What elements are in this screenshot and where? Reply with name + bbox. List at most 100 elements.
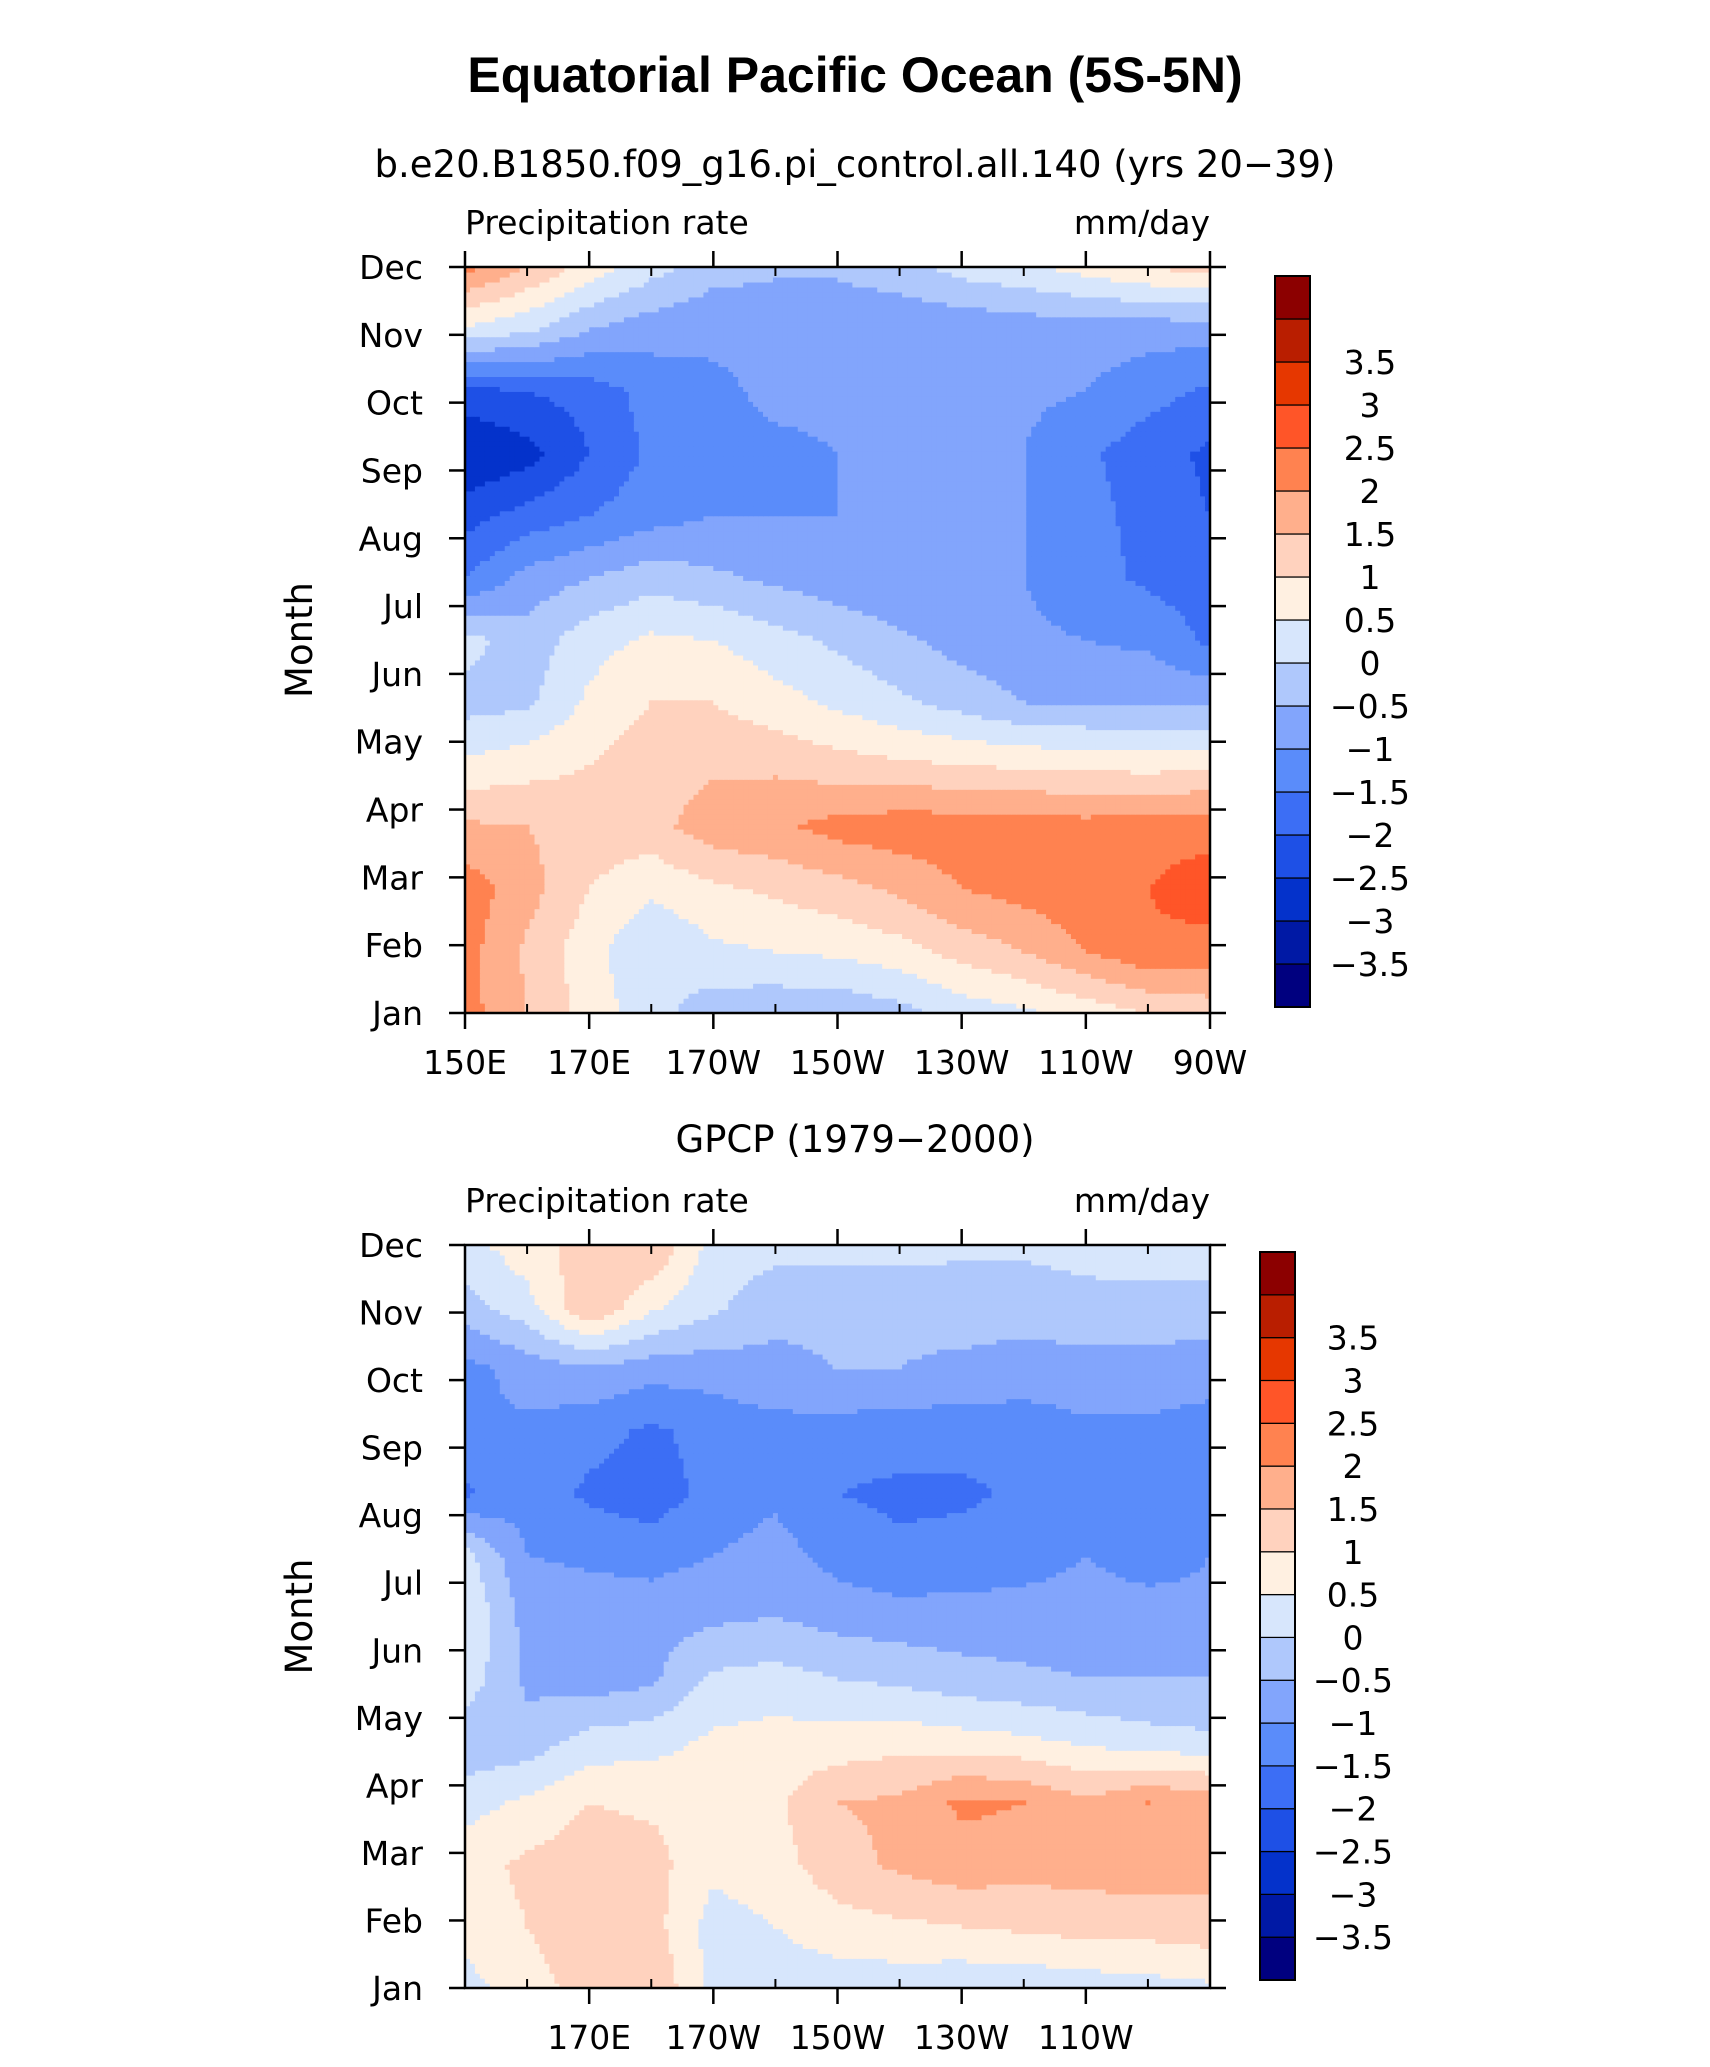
heatmap-cell — [614, 888, 620, 895]
heatmap-cell — [1130, 908, 1137, 915]
heatmap-cell — [673, 943, 680, 949]
heatmap-cell — [549, 988, 555, 994]
heatmap-cell — [951, 853, 958, 860]
heatmap-cell — [753, 978, 759, 984]
heatmap-cell — [678, 953, 685, 959]
heatmap-cell — [1175, 968, 1181, 974]
heatmap-cell — [822, 958, 829, 964]
heatmap-cell — [484, 998, 491, 1004]
heatmap-cell — [604, 878, 610, 885]
heatmap-cell — [777, 1003, 784, 1009]
heatmap-cell — [1031, 978, 1037, 984]
heatmap-cell — [728, 908, 734, 915]
heatmap-cell — [1150, 988, 1156, 994]
heatmap-cell — [569, 863, 575, 870]
heatmap-cell — [996, 903, 1002, 910]
heatmap-cell — [668, 988, 675, 994]
heatmap-cell — [1085, 988, 1092, 994]
heatmap-cell — [1125, 888, 1132, 895]
heatmap-cell — [733, 953, 739, 959]
heatmap-cell — [494, 913, 501, 920]
heatmap-cell — [1170, 978, 1176, 984]
heatmap-cell — [1095, 1008, 1102, 1014]
heatmap-cell — [1046, 948, 1052, 954]
heatmap-cell — [728, 978, 734, 984]
heatmap-cell — [812, 863, 819, 870]
heatmap-cell — [1150, 868, 1156, 875]
heatmap-cell — [1105, 953, 1112, 959]
heatmap-cell — [504, 868, 511, 875]
heatmap-cell — [877, 943, 883, 949]
heatmap-cell — [1205, 978, 1211, 984]
heatmap-cell — [648, 993, 655, 999]
heatmap-cell — [529, 888, 536, 895]
heatmap-cell — [887, 888, 893, 895]
heatmap-cell — [698, 983, 704, 989]
heatmap-cell — [1001, 923, 1007, 930]
heatmap-cell — [504, 853, 511, 860]
heatmap-cell — [1195, 968, 1201, 974]
heatmap-cell — [1140, 928, 1147, 935]
heatmap-cell — [474, 848, 481, 855]
heatmap-cell — [1031, 863, 1037, 870]
heatmap-cell — [678, 873, 685, 880]
heatmap-cell — [628, 993, 635, 999]
heatmap-cell — [1095, 873, 1102, 880]
heatmap-cell — [509, 923, 516, 930]
heatmap-cell — [912, 1003, 918, 1009]
heatmap-cell — [1095, 848, 1102, 855]
heatmap-cell — [986, 948, 993, 954]
heatmap-cell — [792, 1008, 799, 1014]
heatmap-cell — [633, 858, 640, 865]
heatmap-cell — [807, 938, 814, 944]
heatmap-cell — [882, 863, 888, 870]
heatmap-cell — [534, 878, 541, 885]
heatmap-cell — [1001, 858, 1007, 865]
heatmap-cell — [728, 938, 734, 944]
heatmap-cell — [1100, 938, 1107, 944]
heatmap-cell — [986, 853, 993, 860]
heatmap-cell — [907, 898, 913, 905]
heatmap-cell — [792, 888, 799, 895]
heatmap-cell — [564, 863, 570, 870]
heatmap-cell — [628, 923, 635, 930]
heatmap-cell — [1105, 1008, 1112, 1014]
heatmap-cell — [797, 973, 804, 979]
heatmap-cell — [1070, 878, 1077, 885]
heatmap-cell — [981, 918, 988, 925]
heatmap-cell — [857, 848, 863, 855]
heatmap-cell — [479, 933, 486, 939]
heatmap-cell — [638, 848, 645, 855]
heatmap-cell — [941, 1003, 948, 1009]
heatmap-cell — [1135, 933, 1142, 939]
heatmap-cell — [827, 893, 834, 900]
heatmap-cell — [529, 958, 536, 964]
heatmap-cell — [1165, 938, 1171, 944]
heatmap-cell — [986, 913, 993, 920]
heatmap-cell — [1105, 998, 1112, 1004]
heatmap-cell — [991, 988, 998, 994]
heatmap-cell — [1170, 883, 1176, 890]
heatmap-cell — [872, 928, 878, 935]
heatmap-cell — [797, 858, 804, 865]
heatmap-cell — [996, 868, 1002, 875]
heatmap-cell — [921, 868, 928, 875]
heatmap-cell — [767, 948, 774, 954]
heatmap-cell — [887, 858, 893, 865]
heatmap-cell — [926, 858, 933, 865]
heatmap-cell — [882, 998, 888, 1004]
heatmap-cell — [1195, 993, 1201, 999]
heatmap-cell — [469, 1008, 476, 1014]
heatmap-cell — [609, 938, 615, 944]
heatmap-cell — [837, 923, 844, 930]
heatmap-cell — [1026, 988, 1032, 994]
heatmap-cell — [554, 993, 560, 999]
heatmap-cell — [941, 963, 948, 969]
heatmap-cell — [574, 878, 580, 885]
heatmap-cell — [887, 903, 893, 910]
heatmap-cell — [1046, 863, 1052, 870]
heatmap-cell — [996, 898, 1002, 905]
heatmap-cell — [1095, 993, 1102, 999]
heatmap-cell — [1165, 963, 1171, 969]
heatmap-cell — [1065, 868, 1072, 875]
